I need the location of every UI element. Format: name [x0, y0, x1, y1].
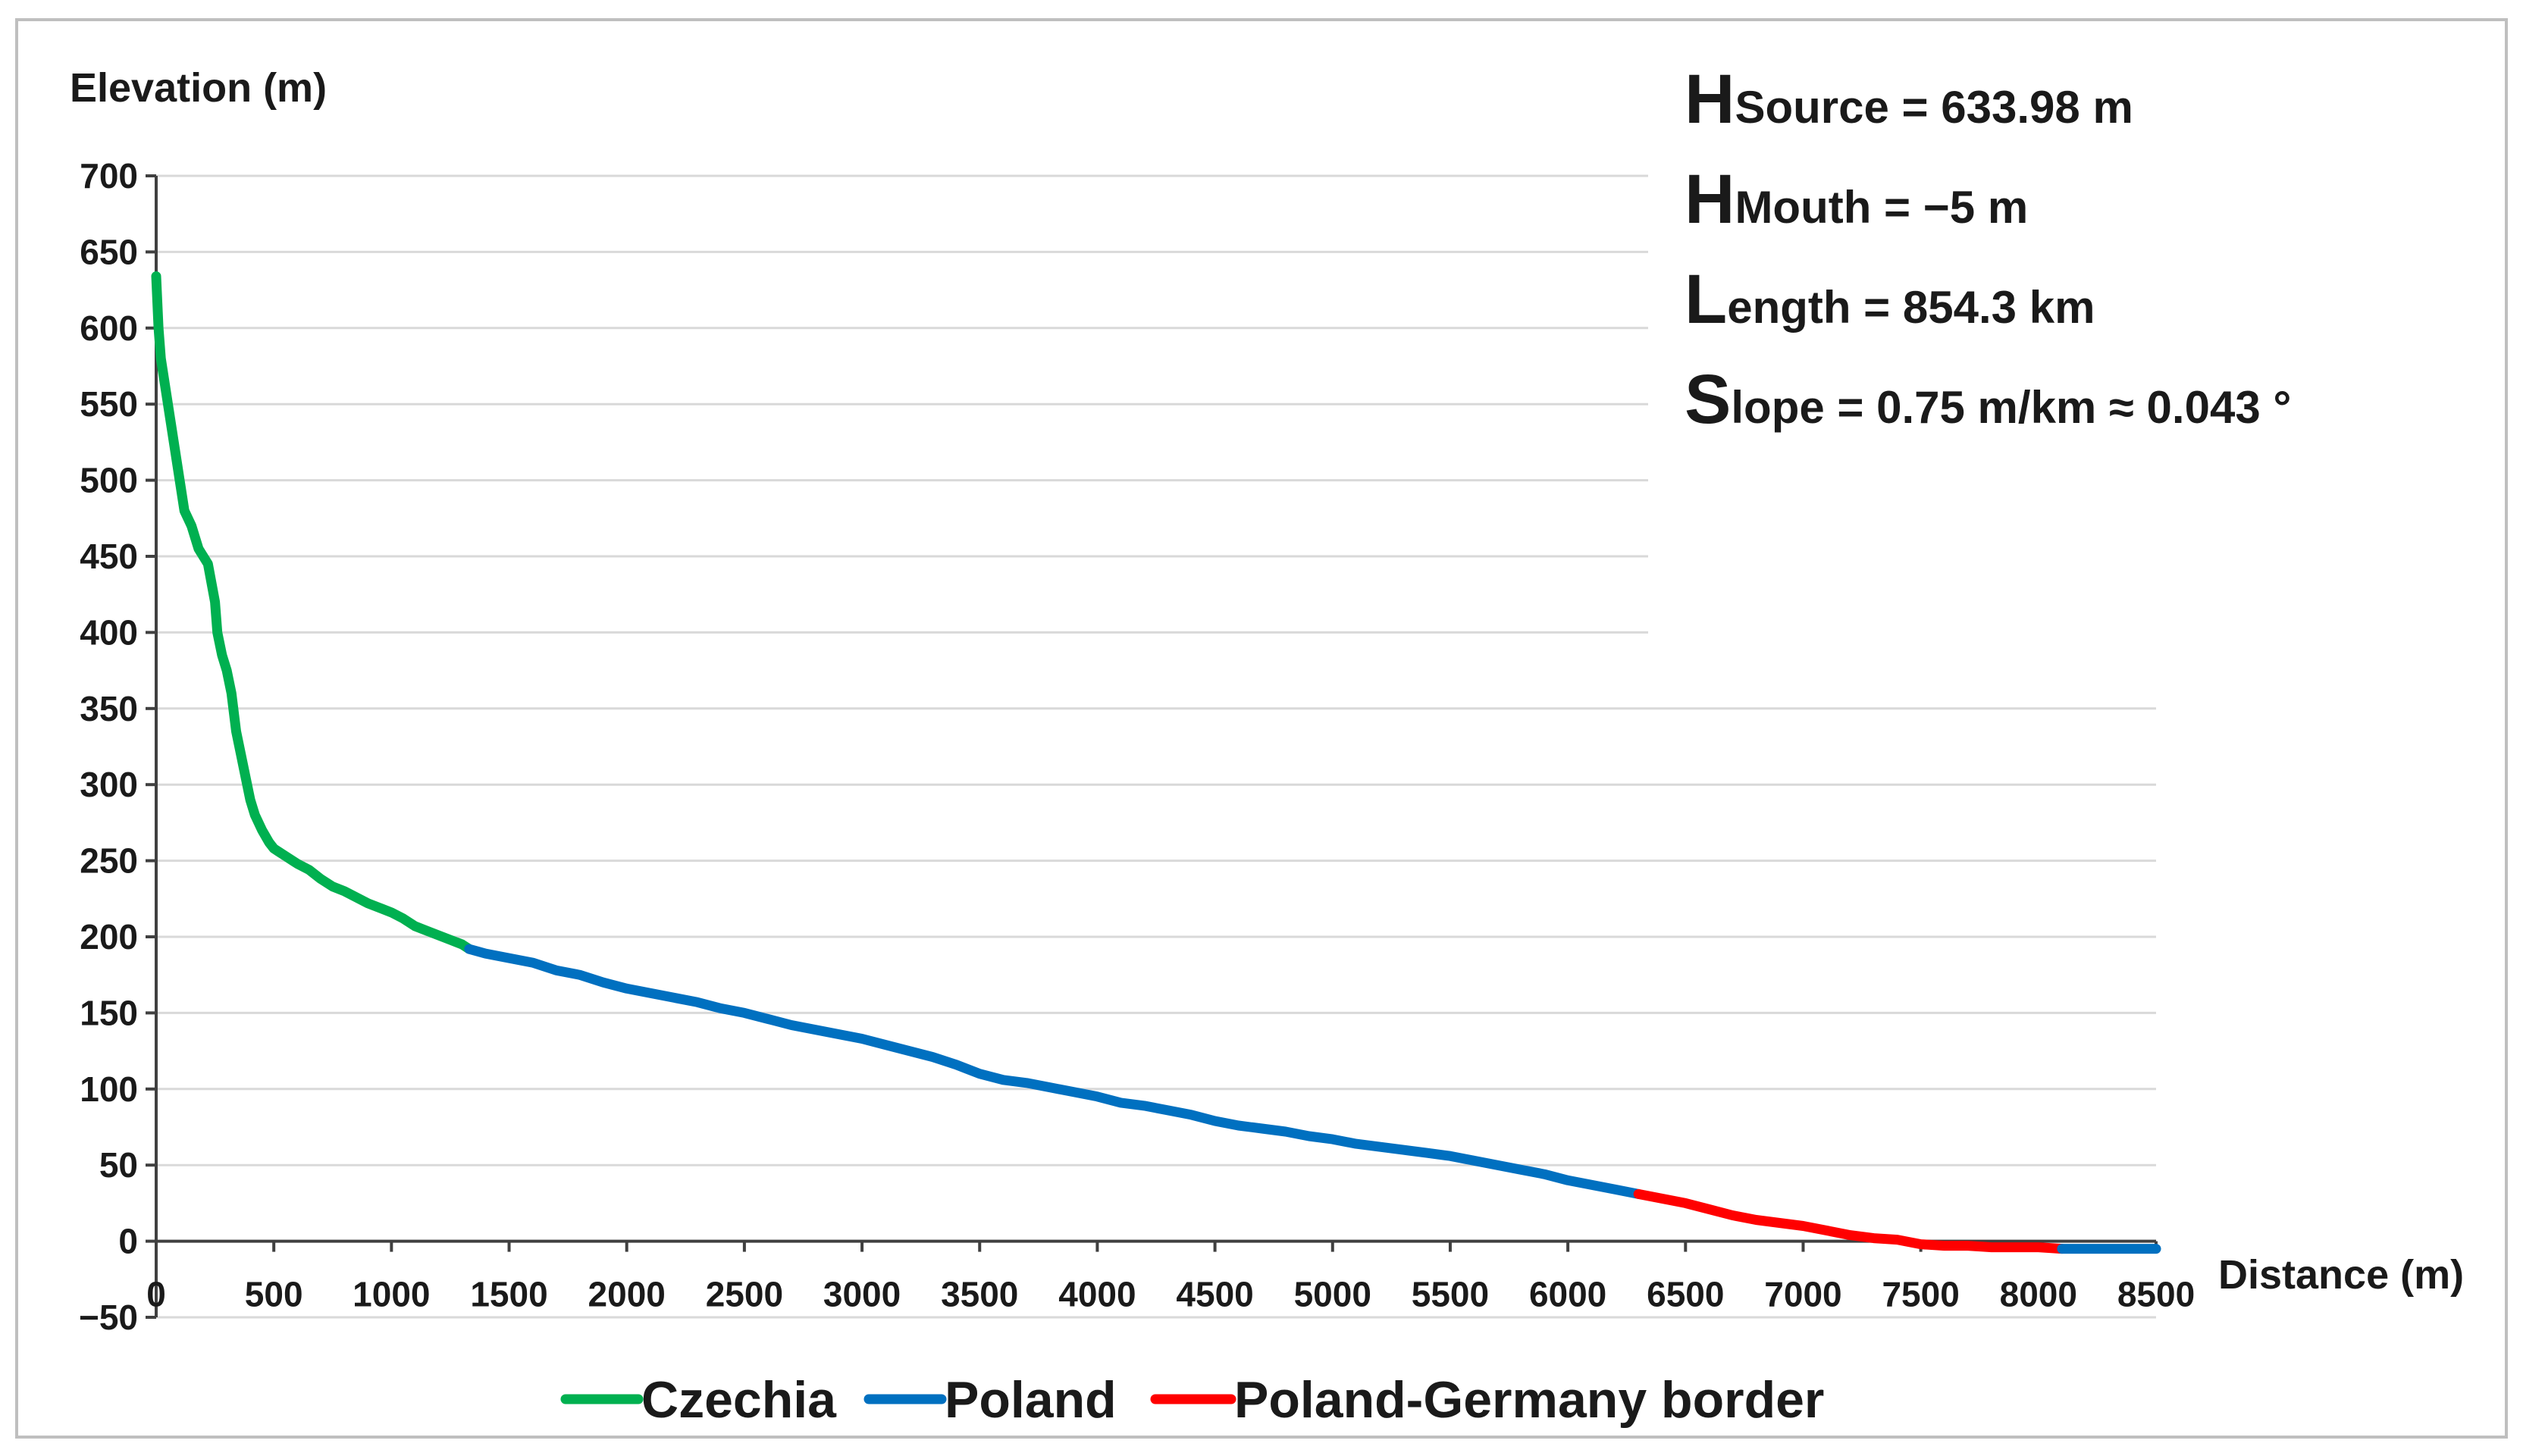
- y-tick-label: 650: [80, 232, 138, 271]
- x-tick-label: 4000: [1058, 1275, 1136, 1314]
- y-tick-label: 350: [80, 689, 138, 728]
- x-tick-label: 0: [146, 1275, 166, 1314]
- x-tick-label: 4500: [1176, 1275, 1253, 1314]
- annotation-value: = 854.3 km: [1851, 282, 2095, 333]
- x-tick-label: 6500: [1647, 1275, 1724, 1314]
- x-tick-label: 2000: [588, 1275, 666, 1314]
- chart-svg: 7006506005505004504003503002502001501005…: [70, 61, 2464, 1429]
- x-tick-label: 2500: [706, 1275, 783, 1314]
- annotation-line: HMouth = −5 m: [1685, 161, 2028, 238]
- annotation-symbol: S: [1685, 361, 1731, 438]
- annotation-line: Slope = 0.75 m/km ≈ 0.043 °: [1685, 361, 2291, 438]
- y-tick-label: 50: [99, 1145, 138, 1185]
- y-tick-labels: 7006506005505004504003503002502001501005…: [79, 156, 138, 1337]
- annotation-line: Length = 854.3 km: [1685, 261, 2095, 338]
- x-tick-label: 3500: [941, 1275, 1018, 1314]
- x-tick-label: 7000: [1764, 1275, 1841, 1314]
- y-tick-label: 100: [80, 1069, 138, 1109]
- legend-label: Poland-Germany border: [1234, 1371, 1824, 1429]
- y-tick-label: 200: [80, 917, 138, 957]
- annotation-symbol: H: [1685, 61, 1735, 138]
- annotation-symbol: L: [1685, 261, 1727, 338]
- x-axis-title: Distance (m): [2218, 1252, 2464, 1298]
- y-tick-label: 450: [80, 537, 138, 576]
- annotation-value: = −5 m: [1871, 182, 2028, 233]
- y-tick-label: 600: [80, 308, 138, 348]
- y-tick-label: 0: [118, 1222, 138, 1261]
- x-tick-label: 3000: [823, 1275, 901, 1314]
- y-axis-title: Elevation (m): [70, 65, 327, 111]
- x-tick-label: 1000: [353, 1275, 430, 1314]
- y-tick-label: 300: [80, 765, 138, 804]
- chart-frame: 700 650 600 550 500 450 400 350 300 250 200 150 100 5…: [15, 18, 2508, 1439]
- x-tick-label: 500: [245, 1275, 303, 1314]
- annotation-subscript: Mouth: [1735, 182, 1871, 233]
- y-tick-label: 250: [80, 841, 138, 881]
- annotation-subscript: Source: [1735, 82, 1888, 133]
- series-line-czechia: [151, 271, 475, 954]
- series-line-poland-germany-border: [1633, 1188, 2067, 1254]
- legend-label: Poland: [945, 1371, 1117, 1429]
- legend: Czechia Poland Poland-Germany border: [560, 1371, 1824, 1429]
- annotation-line: HSource = 633.98 m: [1685, 61, 2133, 138]
- annotation-symbol: H: [1685, 161, 1735, 238]
- y-tick-label: 550: [80, 384, 138, 424]
- x-tick-label: 5000: [1294, 1275, 1371, 1314]
- y-tick-label: −50: [79, 1298, 138, 1337]
- x-tick-label: 7500: [1882, 1275, 1959, 1314]
- annotation-subscript: lope: [1731, 382, 1824, 433]
- x-tick-labels: 0 500 1000 1500 2000 2500 3000 3500 4000 4500 5000…: [146, 1275, 2195, 1314]
- axes: [146, 174, 2158, 1319]
- x-tick-label: 1500: [470, 1275, 547, 1314]
- annotation-value: = 0.75 m/km ≈ 0.043 °: [1825, 382, 2292, 433]
- annotation-value: = 633.98 m: [1889, 82, 2133, 133]
- y-tick-label: 400: [80, 612, 138, 652]
- series-line-poland: [464, 944, 1644, 1199]
- legend-label: Czechia: [641, 1371, 837, 1429]
- x-tick-label: 6000: [1529, 1275, 1606, 1314]
- y-tick-label: 500: [80, 461, 138, 500]
- x-tick-label: 5500: [1412, 1275, 1489, 1314]
- y-tick-label: 150: [80, 993, 138, 1032]
- grid-lines: [156, 174, 2156, 1319]
- series-lines: [151, 271, 2161, 1254]
- annotation-subscript: ength: [1727, 282, 1851, 333]
- y-tick-label: 700: [80, 156, 138, 196]
- x-tick-label: 8000: [2000, 1275, 2077, 1314]
- x-tick-label: 8500: [2117, 1275, 2195, 1314]
